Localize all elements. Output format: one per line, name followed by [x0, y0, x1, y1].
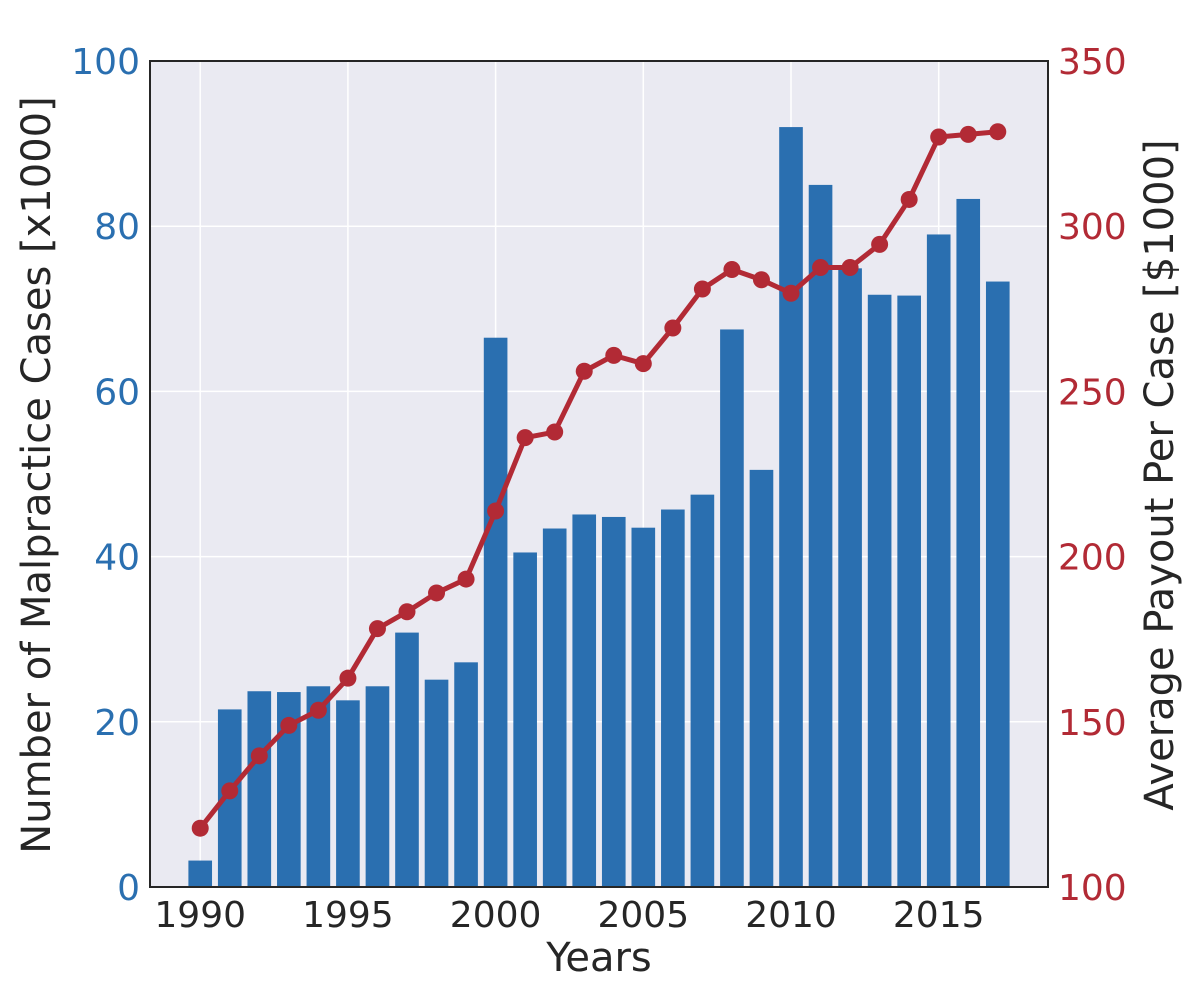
- right-y-axis-label: Average Payout Per Case [$1000]: [1137, 139, 1183, 810]
- payout-point-2000: [487, 502, 505, 520]
- payout-point-2007: [693, 280, 711, 298]
- bar-2008: [720, 329, 744, 887]
- payout-point-1995: [339, 669, 357, 687]
- payout-point-2015: [930, 128, 948, 146]
- right-tick-label: 100: [1058, 868, 1127, 909]
- left-tick-label: 100: [71, 42, 140, 83]
- bar-2013: [867, 294, 892, 887]
- payout-point-2012: [841, 259, 859, 276]
- payout-point-2003: [575, 362, 593, 380]
- right-tick-label: 300: [1058, 207, 1127, 248]
- payout-point-2008: [723, 260, 741, 278]
- payout-point-1990: [191, 819, 209, 837]
- left-tick-label: 20: [94, 703, 140, 744]
- bar-2012: [838, 268, 862, 887]
- bar-1996: [365, 686, 390, 887]
- payout-point-2017: [989, 123, 1007, 141]
- left-y-axis-ticks: 0 20 40 60 80 100: [71, 42, 140, 909]
- bar-2003: [572, 514, 597, 887]
- bar-1990: [188, 860, 213, 887]
- bar-2007: [690, 494, 715, 887]
- payout-point-2001: [516, 429, 534, 447]
- bar-2015: [926, 234, 951, 887]
- bar-series: [188, 127, 1010, 888]
- bar-1999: [454, 662, 478, 887]
- payout-point-1994: [309, 701, 327, 719]
- bar-2016: [956, 198, 981, 887]
- line-series: [191, 123, 1007, 837]
- bar-2014: [897, 295, 921, 888]
- right-y-axis-ticks: 100 150 200 250 300 350: [1058, 42, 1127, 909]
- payout-point-2014: [900, 190, 918, 208]
- payout-point-1993: [280, 716, 298, 734]
- x-tick-label: 1990: [154, 895, 246, 936]
- payout-point-2011: [812, 259, 830, 276]
- payout-point-1999: [457, 570, 475, 588]
- payout-point-2013: [871, 235, 889, 253]
- bar-1998: [424, 679, 449, 887]
- left-y-axis-label: Number of Malpractice Cases [x1000]: [14, 96, 60, 853]
- bar-1997: [395, 632, 419, 887]
- x-axis-label: Years: [545, 935, 652, 981]
- payout-point-2010: [782, 284, 800, 302]
- payout-point-1992: [250, 747, 268, 765]
- x-tick-label: 2010: [745, 895, 837, 936]
- payout-point-1997: [398, 603, 416, 621]
- x-tick-label: 2005: [597, 895, 689, 936]
- payout-point-2006: [664, 319, 682, 337]
- payout-point-2009: [752, 271, 770, 289]
- bar-2004: [601, 516, 626, 887]
- payout-point-1998: [428, 584, 446, 602]
- x-axis-ticks: 1990 1995 2000 2005 2010 2015: [154, 895, 984, 936]
- bar-2017: [985, 281, 1010, 887]
- left-tick-label: 0: [117, 868, 140, 909]
- bar-2005: [631, 527, 656, 887]
- bar-2002: [542, 528, 567, 887]
- payout-point-1991: [221, 782, 239, 800]
- left-tick-label: 80: [94, 207, 140, 248]
- right-tick-label: 250: [1058, 372, 1127, 413]
- payout-point-1996: [368, 620, 386, 638]
- bar-2001: [513, 552, 537, 887]
- bar-1995: [336, 700, 360, 887]
- x-tick-label: 2015: [893, 895, 985, 936]
- payout-point-2005: [634, 355, 652, 373]
- bar-2000: [483, 337, 508, 888]
- payout-line: [198, 129, 999, 830]
- plot-frame: [149, 60, 1049, 888]
- bar-1992: [247, 691, 272, 887]
- payout-point-2002: [546, 423, 564, 441]
- bar-1993: [277, 692, 301, 887]
- left-tick-label: 40: [94, 538, 140, 579]
- right-tick-label: 350: [1058, 42, 1127, 83]
- bar-2006: [661, 509, 685, 887]
- x-tick-label: 2000: [450, 895, 542, 936]
- right-tick-label: 150: [1058, 703, 1127, 744]
- x-tick-label: 1995: [302, 895, 394, 936]
- bar-2011: [808, 184, 833, 887]
- bar-2010: [779, 127, 803, 887]
- payout-point-2016: [959, 125, 977, 143]
- payout-point-2004: [605, 346, 623, 364]
- bar-1994: [306, 686, 331, 887]
- right-tick-label: 200: [1058, 538, 1127, 579]
- left-tick-label: 60: [94, 372, 140, 413]
- bar-2009: [749, 469, 774, 887]
